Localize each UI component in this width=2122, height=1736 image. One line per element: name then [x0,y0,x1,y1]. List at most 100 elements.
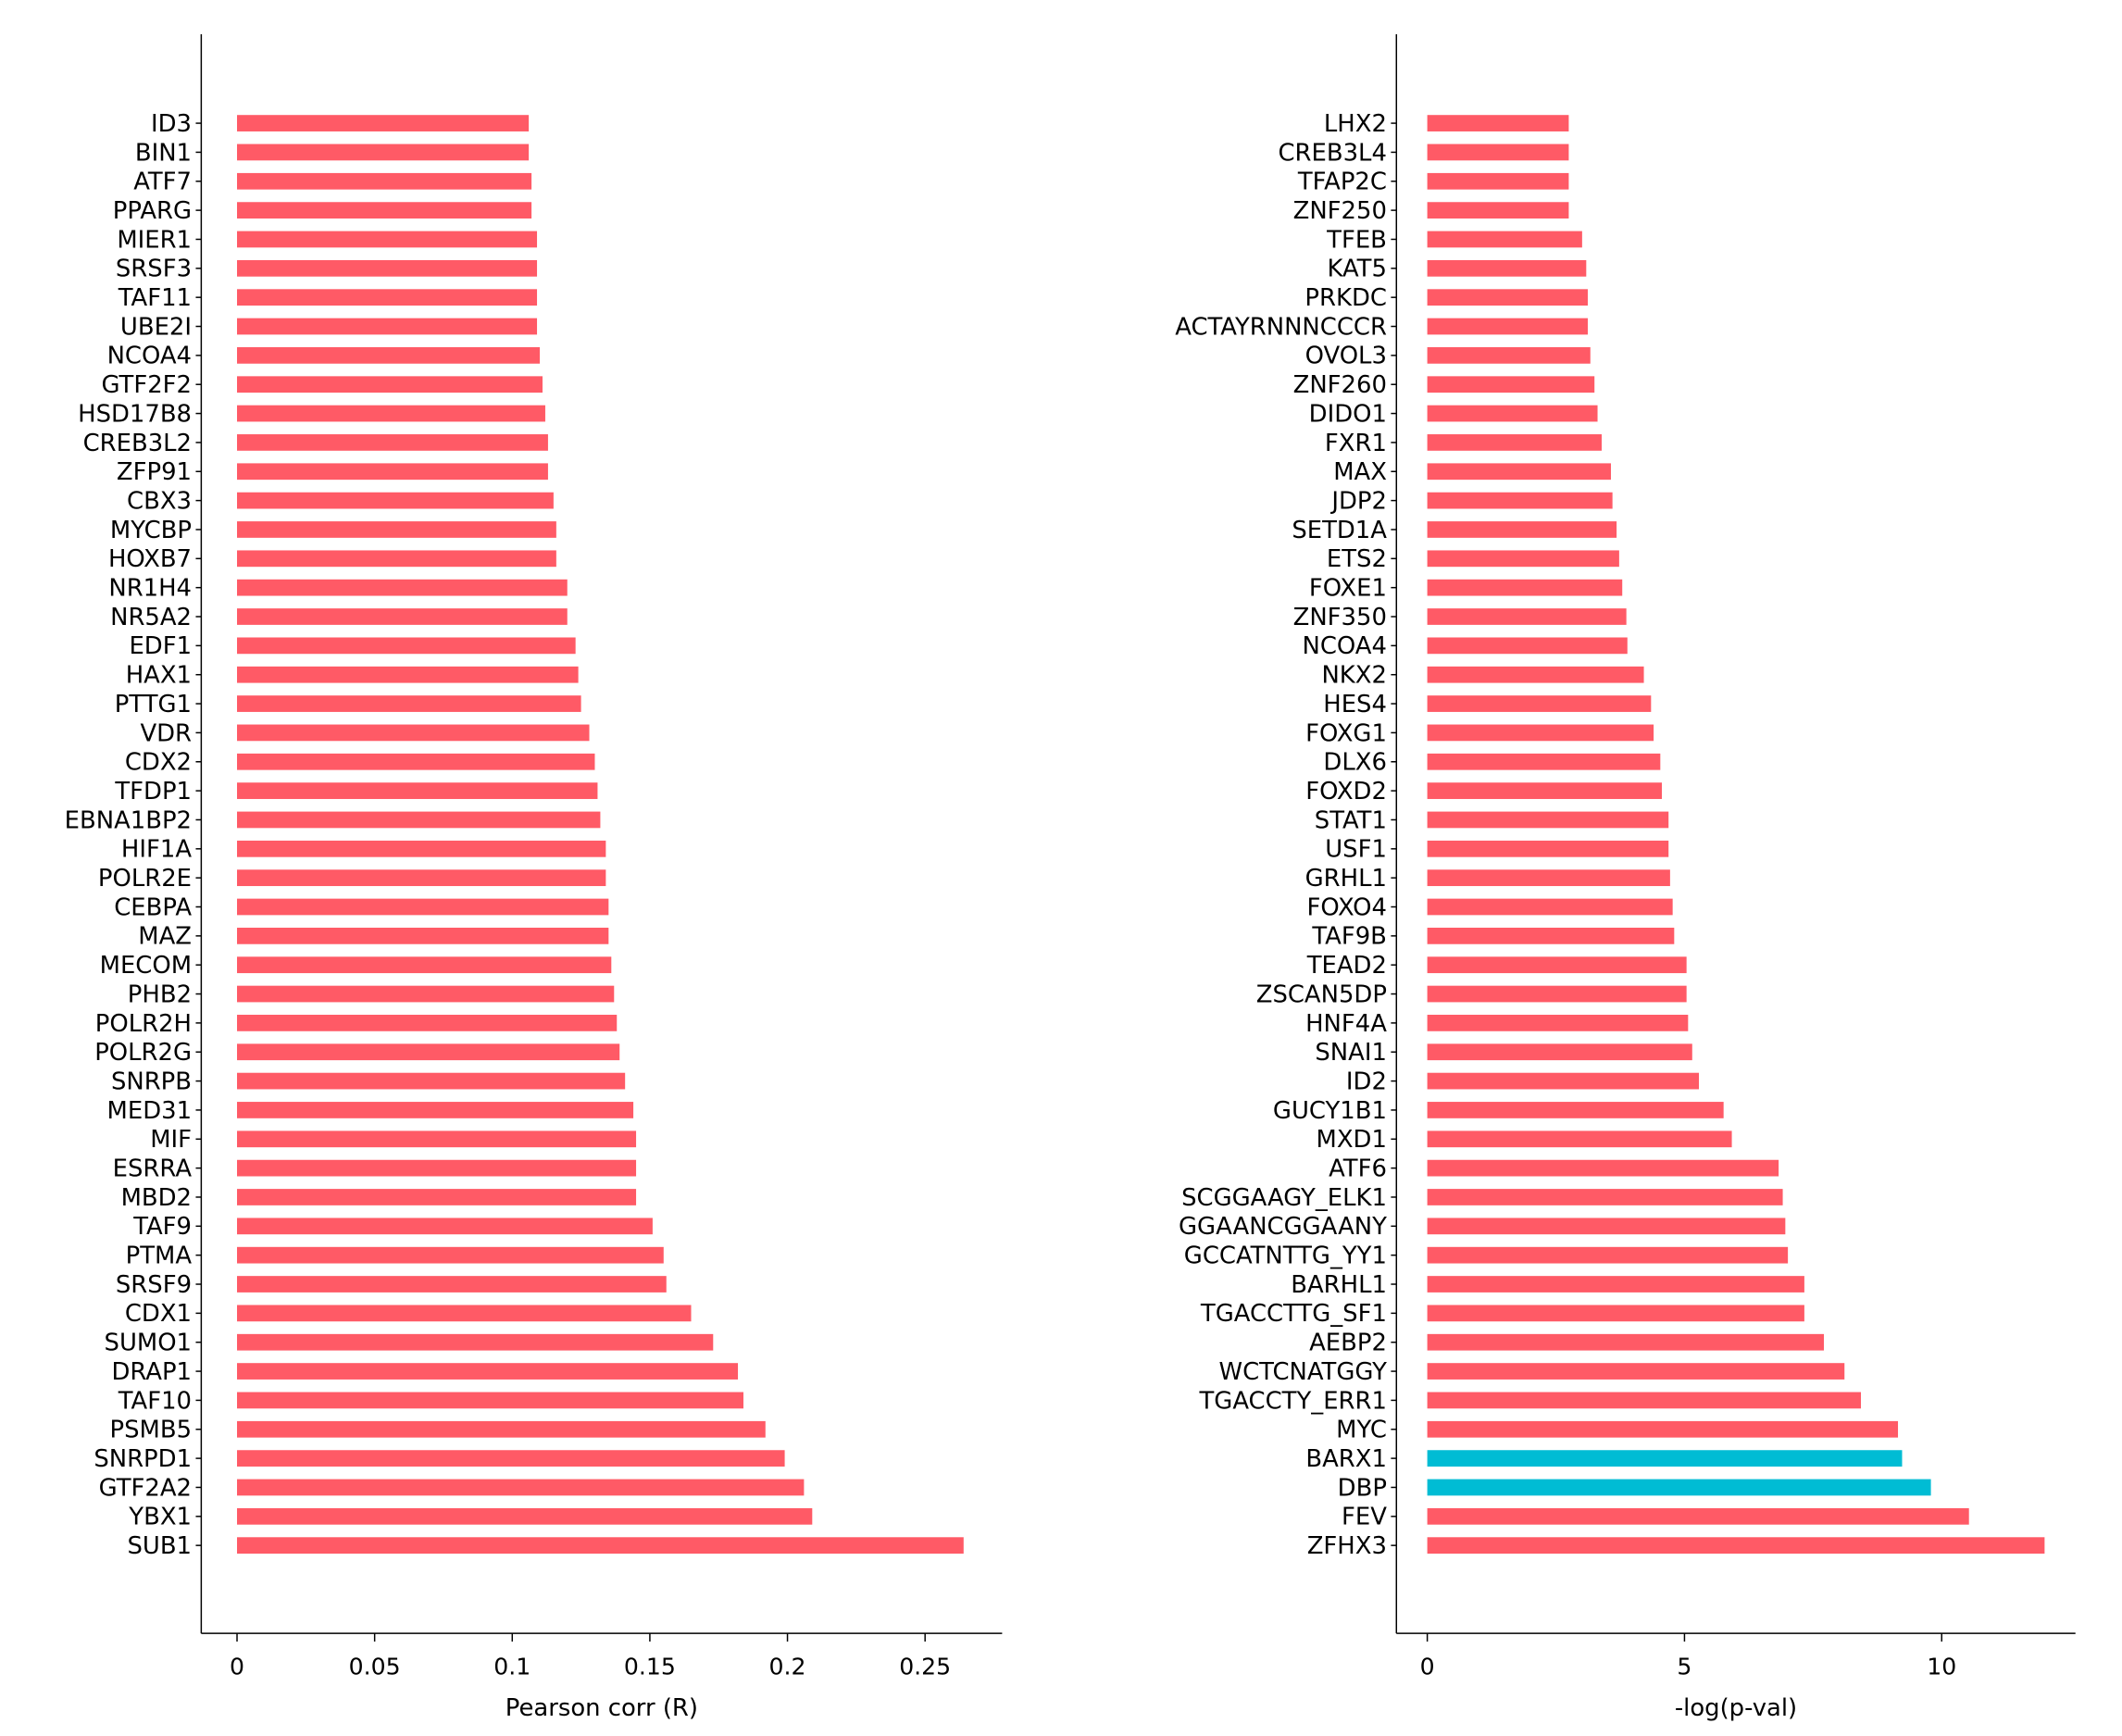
bar-hes4 [1427,695,1652,712]
bar-dido1 [1427,405,1598,422]
x-tick-label: 0.15 [624,1653,676,1680]
bar-pttg1 [237,695,581,712]
category-label: BARX1 [1305,1445,1387,1473]
x-axis-title: Pearson corr (R) [506,1694,698,1722]
bar-taf10 [237,1392,743,1409]
category-label: POLR2H [95,1010,192,1038]
x-tick-label: 0.05 [349,1653,401,1680]
bar-drap1 [237,1363,739,1380]
bar-znf350 [1427,608,1627,625]
bar-cdx1 [237,1305,692,1322]
bar-nkx2 [1427,666,1644,683]
bar-sub1 [237,1537,964,1555]
category-label: SUMO1 [105,1330,192,1357]
bar-aebp2 [1427,1333,1825,1351]
bar-mxd1 [1427,1130,1732,1148]
bar-sumo1 [237,1333,714,1351]
bar-snrpd1 [237,1450,785,1467]
category-label: AEBP2 [1309,1330,1387,1357]
bar-ncoa4 [1427,637,1628,655]
bar-creb3l4 [1427,144,1569,161]
bar-gtf2a2 [237,1479,805,1496]
category-label: MAX [1333,458,1387,486]
bar-znf260 [1427,376,1595,393]
category-label: UBE2I [120,313,192,341]
category-label: BARHL1 [1291,1271,1387,1299]
bar-id2 [1427,1072,1699,1090]
category-label: PSMB5 [110,1417,193,1444]
category-label: ACTAYRNNNCCCR [1175,313,1387,341]
pearson-correlation-panel: ID3BIN1ATF7PPARGMIER1SRSF3TAF11UBE2INCOA… [65,33,1003,1722]
bar-tfdp1 [237,782,598,799]
bar-hnf4a [1427,1015,1689,1031]
bar-zscan5dp [1427,985,1687,1003]
category-label: FXR1 [1325,430,1387,457]
category-label: HAX1 [126,662,192,690]
category-label: FOXD2 [1305,778,1387,806]
category-label: ZFP91 [117,458,192,486]
bar-prkdc [1427,289,1588,306]
category-label: ID3 [151,110,192,138]
category-label: TAF9 [132,1213,192,1241]
category-label: NCOA4 [107,343,192,370]
bar-atf7 [237,172,532,190]
category-label: TAF10 [118,1387,192,1415]
category-label: DRAP1 [111,1358,192,1386]
bar-creb3l2 [237,434,548,451]
bar-mecom [237,956,612,974]
bar-foxe1 [1427,579,1623,596]
category-label: MAZ [138,923,192,951]
category-label: SNAI1 [1315,1039,1387,1067]
bar-barx1 [1427,1450,1903,1467]
category-label: ID2 [1346,1068,1387,1095]
bar-kat5 [1427,259,1587,277]
category-label: GCCATNTTG_YY1 [1184,1243,1387,1270]
category-label: SRSF9 [116,1271,192,1299]
bar-tfap2c [1427,172,1569,190]
bar-tgaccty_err1 [1427,1392,1862,1409]
category-label: TFDP1 [114,778,192,806]
category-label: FOXE1 [1309,575,1387,603]
category-label: POLR2G [94,1039,192,1067]
category-label: GGAANCGGAANY [1179,1213,1387,1241]
bar-dlx6 [1427,753,1661,770]
bar-ggaancggaany [1427,1218,1786,1235]
bar-nr1h4 [237,579,568,596]
category-label: NCOA4 [1302,632,1386,660]
category-label: ESRRA [113,1155,193,1183]
category-label: DIDO1 [1309,400,1387,428]
bar-cebpa [237,898,609,916]
category-label: USF1 [1325,836,1387,864]
category-label: DBP [1338,1474,1387,1502]
bar-ybx1 [237,1507,813,1525]
category-label: ETS2 [1327,545,1387,573]
bar-taf11 [237,289,538,306]
category-label: EBNA1BP2 [65,806,192,834]
category-label: TAF9B [1311,923,1387,951]
category-label: MXD1 [1317,1126,1387,1154]
bar-taf9 [237,1218,653,1235]
bar-ube2i [237,318,538,335]
category-label: ZNF350 [1293,604,1387,631]
bar-barhl1 [1427,1276,1804,1293]
category-label: NR1H4 [108,575,192,603]
category-label: MIER1 [117,226,192,254]
bar-max [1427,463,1611,481]
category-label: PHB2 [128,980,192,1008]
bar-gccatnttg_yy1 [1427,1246,1789,1264]
bar-ptma [237,1246,664,1264]
category-label: STAT1 [1315,806,1387,834]
bar-actayrnnncccr [1427,318,1588,335]
category-label: OVOL3 [1305,343,1387,370]
bar-ets2 [1427,550,1619,568]
bar-fxr1 [1427,434,1602,451]
category-label: POLR2E [98,865,192,893]
bar-hsd17b8 [237,405,545,422]
bar-grhl1 [1427,869,1670,887]
bar-cbx3 [237,492,554,509]
category-label: VDR [140,719,192,747]
bar-pparg [237,202,532,219]
bar-fev [1427,1507,1969,1525]
category-label: SNRPD1 [94,1445,192,1473]
category-label: MECOM [100,952,192,980]
